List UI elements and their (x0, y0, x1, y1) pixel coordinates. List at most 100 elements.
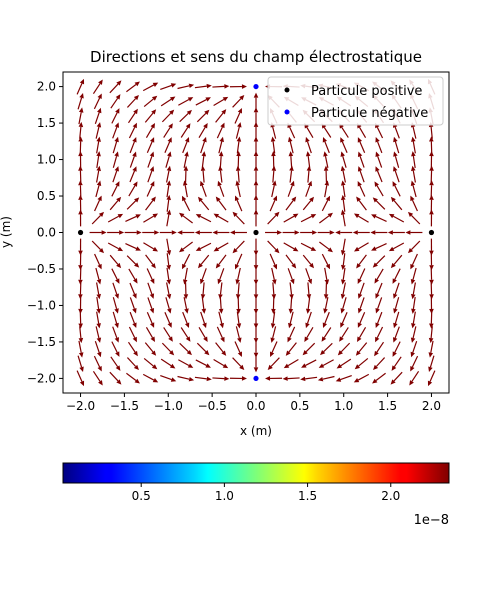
field-arrow (177, 375, 195, 382)
field-arrow (182, 311, 190, 328)
field-arrow (78, 340, 84, 358)
field-arrow (235, 267, 241, 285)
field-arrow (146, 312, 155, 328)
field-arrow (285, 196, 297, 211)
legend-label-positive: Particule positive (311, 84, 422, 99)
field-arrow (128, 181, 138, 197)
field-arrow (304, 327, 314, 342)
field-arrow (335, 374, 352, 382)
field-arrow (112, 297, 119, 314)
field-arrow (215, 254, 227, 269)
field-arrow (357, 282, 365, 299)
field-arrow (76, 370, 85, 387)
field-arrow (200, 136, 207, 154)
field-arrow (177, 230, 195, 235)
field-arrow (234, 341, 242, 357)
field-arrow (109, 371, 122, 385)
field-arrow (288, 311, 294, 329)
field-arrow (392, 326, 400, 343)
field-arrow (78, 136, 83, 154)
field-arrow (201, 151, 207, 169)
field-arrow (216, 326, 225, 343)
field-arrow (269, 253, 278, 270)
field-arrow (126, 255, 140, 268)
field-arrow (213, 213, 229, 223)
field-arrow (236, 136, 242, 154)
field-arrow (166, 165, 172, 183)
field-arrow (410, 340, 418, 358)
field-arrow (253, 194, 259, 212)
x-axis-ticks: −2.0 −1.5 −1.0 −0.5 0.0 0.5 1.0 1.5 2.0 (66, 393, 441, 413)
field-arrow (340, 253, 346, 271)
field-arrow (340, 137, 348, 153)
field-arrow (324, 267, 330, 285)
legend: Particule positive Particule négative (267, 76, 444, 126)
field-arrow (352, 230, 370, 235)
field-arrow (393, 311, 400, 329)
field-arrow (356, 196, 367, 211)
field-arrow (107, 213, 124, 223)
field-arrow (371, 243, 387, 251)
field-arrow (253, 238, 259, 256)
field-arrow (218, 136, 224, 154)
y-tick-label: 0.5 (37, 189, 56, 203)
y-tick-label: −1.5 (27, 335, 56, 349)
field-arrow (321, 253, 331, 270)
field-arrow (183, 297, 189, 314)
field-arrow (236, 311, 242, 329)
field-arrow (215, 342, 227, 356)
field-arrow (107, 242, 124, 252)
chart-title: Directions et sens du champ électrostati… (90, 48, 422, 66)
field-arrow (166, 238, 172, 256)
field-arrow (129, 282, 137, 299)
field-arrow (194, 83, 212, 89)
field-arrow (388, 213, 405, 223)
field-arrow (217, 268, 225, 285)
y-axis-ticks: −2.0 −1.5 −1.0 −0.5 0.0 0.5 1.0 1.5 2.0 (27, 80, 63, 385)
field-arrow (253, 165, 259, 183)
field-arrow (357, 137, 366, 153)
field-arrow (267, 357, 280, 370)
field-arrow (372, 197, 386, 210)
field-arrow (319, 212, 333, 224)
field-arrow (95, 267, 102, 285)
field-arrow (269, 195, 278, 212)
field-arrow (76, 78, 85, 95)
field-arrow (322, 311, 330, 328)
field-arrow (78, 326, 84, 344)
field-arrow (429, 209, 434, 227)
field-arrow (161, 109, 175, 123)
field-arrow (195, 214, 212, 223)
field-arrow (179, 342, 192, 356)
field-arrow (111, 181, 120, 197)
field-arrow (253, 107, 259, 125)
field-arrow (218, 151, 224, 169)
field-arrow (94, 107, 102, 125)
field-arrow (96, 282, 101, 300)
field-arrow (200, 311, 207, 329)
field-arrow (429, 165, 434, 183)
field-arrow (112, 282, 119, 299)
field-arrow (143, 242, 159, 252)
field-arrow (78, 121, 84, 139)
field-arrow (110, 356, 121, 371)
field-arrow (236, 296, 241, 314)
field-arrow (166, 267, 172, 285)
field-arrow (318, 359, 334, 368)
field-arrow (213, 242, 229, 252)
field-arrow (181, 253, 191, 270)
field-arrow (409, 370, 420, 386)
field-arrow (195, 242, 212, 251)
field-arrow (354, 357, 369, 370)
field-arrow (126, 357, 139, 371)
field-arrow (270, 326, 277, 343)
x-tick-label: 0.0 (246, 399, 265, 413)
field-arrow (163, 327, 173, 342)
field-arrow (78, 282, 83, 300)
colorbar: 0.5 1.0 1.5 2.0 1e−8 (62, 462, 450, 528)
field-arrow (339, 327, 349, 342)
field-arrow (160, 358, 176, 369)
field-arrow (235, 326, 242, 343)
negative-particle (253, 83, 259, 90)
field-arrow (429, 136, 434, 154)
